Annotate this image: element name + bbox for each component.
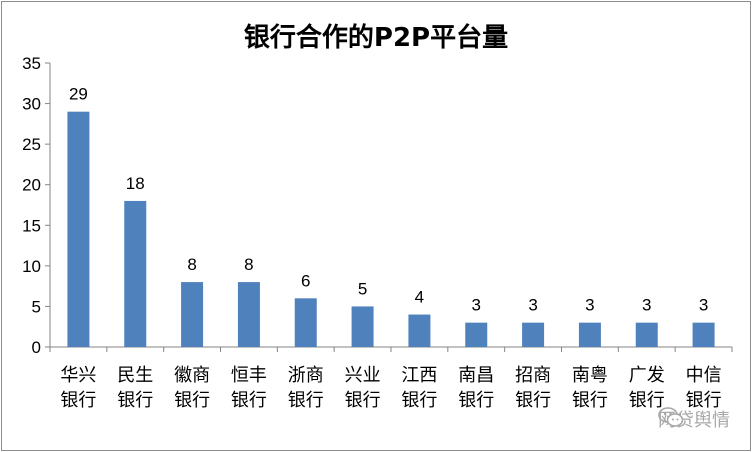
x-tick-label: 银行: [458, 390, 494, 411]
data-label: 3: [528, 296, 537, 315]
y-tick-label: 30: [22, 95, 41, 114]
watermark: 网贷舆情: [658, 406, 730, 432]
x-tick-label: 民生: [117, 365, 153, 386]
y-tick-label: 15: [22, 216, 41, 235]
x-tick-label: 银行: [60, 390, 96, 411]
bar: [408, 314, 431, 347]
wechat-icon: [658, 407, 684, 427]
x-tick-label: 中信: [686, 365, 722, 386]
data-label: 3: [642, 296, 651, 315]
x-tick-label: 恒丰: [231, 365, 267, 386]
y-tick-label: 10: [22, 257, 41, 276]
x-tick-label: 银行: [686, 390, 722, 411]
x-tick-label: 南粤: [572, 365, 608, 386]
x-tick-label: 徽商: [174, 365, 210, 386]
x-tick-label: 广发: [629, 365, 665, 386]
data-label: 3: [699, 296, 708, 315]
y-tick-label: 25: [22, 135, 41, 154]
bar: [124, 200, 147, 347]
bar: [351, 306, 374, 347]
x-tick-label: 银行: [629, 390, 665, 411]
bar: [181, 282, 204, 347]
data-label: 4: [415, 288, 424, 307]
x-tick-label: 南昌: [458, 365, 494, 386]
chart-title: 银行合作的P2P平台量: [244, 22, 508, 53]
category-labels: 华兴银行民生银行徽商银行恒丰银行浙商银行兴业银行江西银行南昌银行招商银行南粤银行…: [60, 365, 721, 411]
x-tick-label: 浙商: [288, 365, 324, 386]
data-label: 6: [301, 271, 310, 290]
x-tick-label: 银行: [231, 390, 267, 411]
x-tick-label: 银行: [117, 390, 153, 411]
x-tick-label: 华兴: [60, 365, 96, 386]
bar: [67, 111, 90, 347]
data-label: 18: [126, 174, 145, 193]
data-label: 8: [187, 255, 196, 274]
x-tick-label: 银行: [345, 390, 381, 411]
y-tick-label: 35: [22, 54, 41, 73]
bars: [67, 111, 715, 347]
x-tick-label: 银行: [515, 390, 551, 411]
bar: [465, 322, 488, 347]
data-label: 3: [472, 296, 481, 315]
x-tick-label: 招商: [515, 365, 551, 386]
y-tick-label: 5: [32, 297, 41, 316]
bar: [237, 282, 260, 347]
data-label: 8: [244, 255, 253, 274]
x-tick-label: 银行: [174, 390, 210, 411]
y-tick-label: 0: [32, 338, 41, 357]
x-tick-label: 银行: [288, 390, 324, 411]
x-tick-label: 兴业: [345, 365, 381, 386]
x-tick-label: 银行: [401, 390, 437, 411]
bar: [294, 298, 317, 347]
bar: [522, 322, 545, 347]
data-label: 5: [358, 279, 367, 298]
bar: [692, 322, 715, 347]
bar: [635, 322, 658, 347]
data-label: 29: [69, 85, 88, 104]
bar: [578, 322, 601, 347]
data-label: 3: [585, 296, 594, 315]
x-tick-label: 江西: [401, 365, 437, 386]
x-tick-label: 银行: [572, 390, 608, 411]
y-tick-label: 20: [22, 176, 41, 195]
data-labels: 29 18 8 8 6 5 4 3 3 3 3 3: [69, 85, 708, 315]
